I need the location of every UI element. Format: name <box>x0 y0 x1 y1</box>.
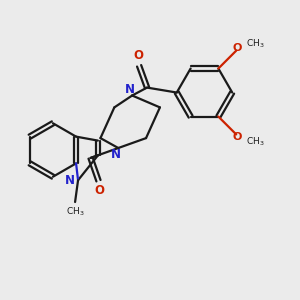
Text: N: N <box>65 174 75 187</box>
Text: O: O <box>232 43 242 53</box>
Text: N: N <box>111 148 121 161</box>
Text: O: O <box>94 184 104 197</box>
Text: O: O <box>232 132 242 142</box>
Text: CH$_3$: CH$_3$ <box>246 38 264 50</box>
Text: O: O <box>133 50 143 62</box>
Text: N: N <box>125 83 135 96</box>
Text: CH$_3$: CH$_3$ <box>66 206 84 218</box>
Text: CH$_3$: CH$_3$ <box>246 135 264 148</box>
